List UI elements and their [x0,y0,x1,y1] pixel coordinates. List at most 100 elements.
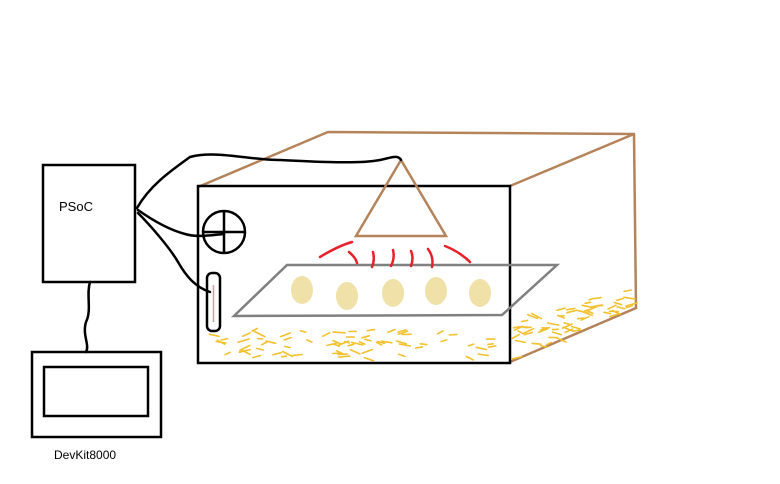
straw-piece [398,343,412,347]
egg [382,279,404,307]
straw-piece [570,325,582,330]
straw-bedding-back [511,289,638,360]
heat-rays [318,240,472,269]
straw-piece [565,307,576,311]
straw-piece [361,334,370,339]
straw-piece [224,351,231,356]
wire-psoc-to-devkit [83,280,92,354]
straw-piece [615,297,625,302]
psoc-label: PSoC [59,199,93,214]
devkit-screen [42,365,150,418]
straw-piece [580,315,590,321]
straw-piece [524,326,532,329]
straw-piece [220,337,229,341]
straw-piece [523,327,535,334]
straw-piece [255,347,265,351]
straw-piece [280,355,288,358]
straw-piece [281,350,294,358]
devkit-label: DevKit8000 [54,448,116,462]
straw-piece [292,353,304,357]
straw-piece [337,340,350,347]
straw-piece [555,336,567,343]
straw-piece [590,304,603,308]
straw-piece [279,332,292,338]
straw-piece [520,319,529,323]
straw-piece [517,330,526,336]
straw-bedding [208,327,497,362]
straw-piece [613,301,623,306]
straw-piece [539,344,548,348]
egg [469,279,491,307]
straw-piece [487,342,494,346]
straw-piece [537,328,549,334]
straw-piece [283,345,291,349]
straw-piece [397,330,409,336]
straw-piece [577,309,590,315]
devkit-outer [30,350,163,439]
straw-piece [585,305,598,312]
straw-piece [397,353,406,358]
straw-piece [363,356,375,362]
straw-piece [625,302,638,307]
straw-piece [337,355,351,358]
straw-piece [556,314,566,320]
straw-piece [414,346,424,349]
straw-piece [566,309,578,314]
straw-piece [563,321,571,326]
straw-piece [573,329,581,332]
straw-piece [299,329,307,333]
wire-psoc-to-thermometer [136,211,212,294]
straw-piece [260,340,269,346]
straw-piece [511,333,521,340]
straw-piece [576,317,585,320]
straw-piece [241,332,251,338]
straw-piece [332,339,342,345]
heat-lamp-icon [353,157,449,238]
straw-piece [335,349,345,355]
egg [425,277,447,305]
wire-psoc-to-fan [136,208,226,238]
incubator-box-edges [196,130,638,364]
straw-piece [376,340,386,345]
straw-piece [208,333,220,338]
egg [291,276,313,304]
straw-piece [375,341,383,346]
straw-piece [531,342,542,346]
incubator-front-face [196,184,512,365]
straw-piece [556,307,567,312]
wires [83,153,403,354]
straw-piece [251,327,259,332]
straw-piece [321,331,331,338]
straw-piece [523,331,534,336]
straw-piece [440,339,448,343]
straw-piece [239,344,251,352]
straw-piece [252,354,262,359]
straw-piece [511,355,523,360]
straw-piece [241,349,251,356]
straw-piece [588,297,595,301]
straw-piece [467,343,475,347]
straw-piece [603,311,612,315]
straw-piece [253,330,266,338]
straw-piece [387,328,397,334]
straw-piece [216,339,226,346]
straw-piece [364,338,372,342]
straw-piece [419,342,428,346]
straw-piece [608,312,621,318]
straw-piece [436,330,444,335]
psoc-box [41,163,137,284]
straw-piece [561,323,573,330]
straw-piece [545,341,553,346]
straw-piece [331,352,342,355]
straw-piece [530,312,543,320]
straw-piece [623,289,633,293]
straw-piece [448,333,458,336]
wire-psoc-to-lamp [135,153,403,210]
straw-piece [380,340,393,344]
straw-piece [272,351,282,356]
eggs [291,276,491,310]
straw-piece [237,338,250,344]
straw-piece [366,328,376,332]
straw-piece [514,339,527,344]
straw-piece [397,329,407,333]
